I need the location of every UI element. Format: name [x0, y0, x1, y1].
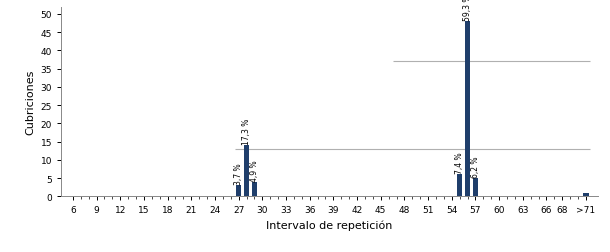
Bar [244, 146, 249, 197]
Bar [457, 175, 462, 197]
Bar [465, 22, 470, 197]
Text: 59,3 %: 59,3 % [463, 0, 472, 21]
Y-axis label: Cubriciones: Cubriciones [25, 70, 35, 135]
Bar [473, 178, 478, 197]
Bar [236, 186, 242, 197]
Bar [583, 194, 589, 197]
Text: 17,3 %: 17,3 % [242, 118, 251, 145]
X-axis label: Intervalo de repetición: Intervalo de repetición [266, 220, 393, 231]
Text: 6,2 %: 6,2 % [471, 156, 480, 177]
Text: 7,4 %: 7,4 % [455, 152, 464, 174]
Text: 3,7 %: 3,7 % [234, 163, 243, 184]
Text: 4,9 %: 4,9 % [250, 160, 259, 181]
Bar [252, 182, 257, 197]
